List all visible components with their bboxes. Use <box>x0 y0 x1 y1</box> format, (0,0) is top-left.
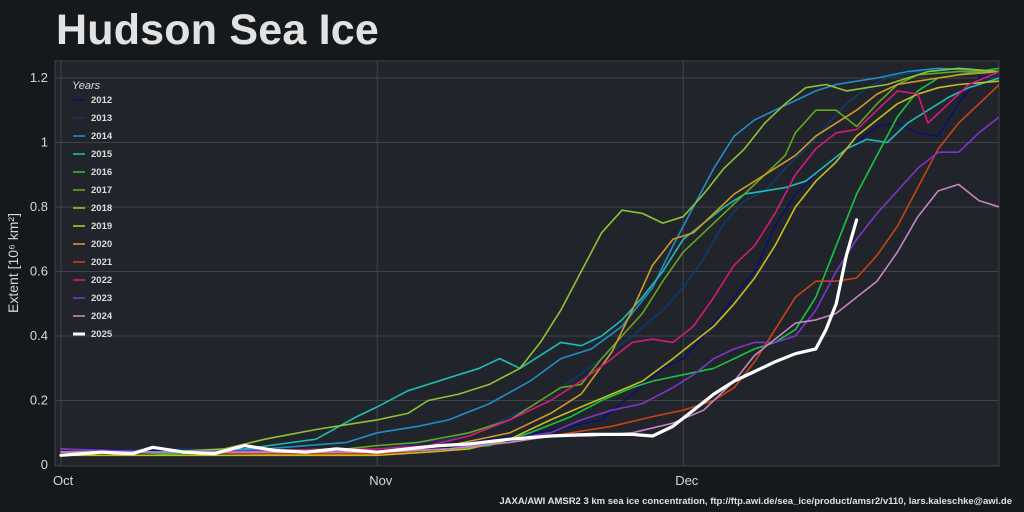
x-axis-ticks: Oct Nov Dec <box>53 473 699 488</box>
series-line-2014 <box>60 67 999 453</box>
legend-label-2019: 2019 <box>91 221 112 232</box>
legend-label-2021: 2021 <box>91 257 113 268</box>
series-line-2017 <box>60 70 999 453</box>
series-line-2020 <box>60 70 999 453</box>
y-tick-label: 1.2 <box>30 70 48 85</box>
legend-label-2024: 2024 <box>91 311 113 322</box>
y-tick-label: 1 <box>41 135 48 150</box>
grid <box>55 61 999 466</box>
legend-label-2022: 2022 <box>91 275 112 286</box>
y-tick-label: 0.6 <box>30 264 48 279</box>
legend-title: Years <box>72 80 101 92</box>
y-axis-ticks: 0 0.2 0.4 0.6 0.8 1 1.2 <box>30 70 48 472</box>
y-tick-label: 0 <box>41 457 48 472</box>
y-tick-label: 0.2 <box>30 393 48 408</box>
legend-label-2020: 2020 <box>91 239 112 250</box>
series-line-2025 <box>59 218 859 457</box>
series-line-2023 <box>60 116 999 453</box>
legend-label-2016: 2016 <box>91 167 112 178</box>
y-axis-label: Extent [10⁶ km²] <box>5 213 21 313</box>
legend-label-2025: 2025 <box>91 329 113 340</box>
y-tick-label: 0.8 <box>30 199 48 214</box>
series-lines <box>59 67 999 457</box>
data-credit: JAXA/AWI AMSR2 3 km sea ice concentratio… <box>499 496 1012 507</box>
legend-label-2017: 2017 <box>91 185 112 196</box>
legend-label-2012: 2012 <box>91 95 112 106</box>
series-line-2019 <box>60 80 999 457</box>
series-line-2022 <box>60 70 999 453</box>
x-tick-label: Oct <box>53 473 74 488</box>
plot-area <box>54 60 1000 467</box>
legend-label-2023: 2023 <box>91 293 112 304</box>
x-tick-label: Nov <box>369 473 393 488</box>
legend: Years 2012 2013 2014 2015 2016 2017 2018 2019 20… <box>72 80 113 340</box>
series-line-2015 <box>60 77 999 453</box>
legend-label-2014: 2014 <box>91 131 113 142</box>
series-line-2018 <box>60 67 999 453</box>
y-tick-label: 0.4 <box>30 328 48 343</box>
x-tick-label: Dec <box>675 473 699 488</box>
legend-label-2015: 2015 <box>91 149 113 160</box>
series-line-2024 <box>60 183 999 453</box>
legend-label-2018: 2018 <box>91 203 112 214</box>
legend-label-2013: 2013 <box>91 113 112 124</box>
chart-title: Hudson Sea Ice <box>56 6 380 54</box>
